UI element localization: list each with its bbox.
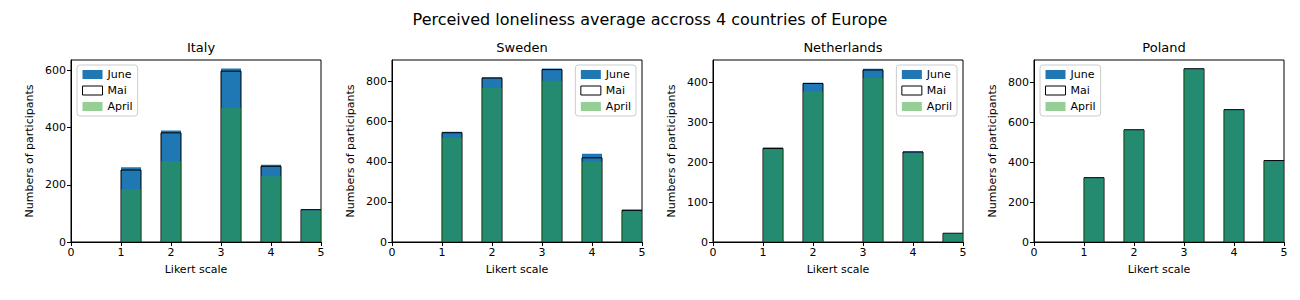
svg-text:3: 3 bbox=[539, 246, 546, 259]
svg-text:Perceived loneliness average a: Perceived loneliness average accross 4 c… bbox=[413, 10, 888, 29]
svg-text:4: 4 bbox=[1231, 246, 1238, 259]
svg-text:1: 1 bbox=[1081, 246, 1088, 259]
svg-text:June: June bbox=[1070, 68, 1095, 81]
svg-text:0: 0 bbox=[710, 246, 717, 259]
svg-text:800: 800 bbox=[366, 75, 387, 88]
svg-text:Mai: Mai bbox=[1071, 84, 1090, 97]
svg-text:Numbers of participants: Numbers of participants bbox=[986, 84, 999, 217]
svg-text:April: April bbox=[1071, 100, 1096, 113]
svg-text:600: 600 bbox=[1008, 116, 1029, 129]
svg-text:200: 200 bbox=[687, 156, 708, 169]
svg-text:Poland: Poland bbox=[1142, 40, 1185, 55]
svg-text:400: 400 bbox=[45, 121, 66, 134]
svg-text:0: 0 bbox=[1031, 246, 1038, 259]
svg-text:April: April bbox=[606, 100, 631, 113]
svg-text:400: 400 bbox=[687, 76, 708, 89]
svg-text:2: 2 bbox=[168, 246, 175, 259]
svg-text:0: 0 bbox=[389, 246, 396, 259]
svg-text:April: April bbox=[108, 100, 133, 113]
svg-text:Netherlands: Netherlands bbox=[803, 40, 882, 55]
svg-text:4: 4 bbox=[910, 246, 917, 259]
svg-text:200: 200 bbox=[1008, 196, 1029, 209]
svg-text:4: 4 bbox=[589, 246, 596, 259]
svg-text:3: 3 bbox=[1181, 246, 1188, 259]
svg-text:1: 1 bbox=[439, 246, 446, 259]
svg-text:3: 3 bbox=[860, 246, 867, 259]
svg-text:Numbers of participants: Numbers of participants bbox=[665, 84, 678, 217]
svg-text:5: 5 bbox=[639, 246, 646, 259]
svg-text:1: 1 bbox=[760, 246, 767, 259]
svg-text:Numbers of participants: Numbers of participants bbox=[23, 84, 36, 217]
svg-text:0: 0 bbox=[380, 236, 387, 249]
svg-text:0: 0 bbox=[701, 236, 708, 249]
svg-text:June: June bbox=[605, 68, 630, 81]
svg-text:5: 5 bbox=[1281, 246, 1288, 259]
svg-text:Mai: Mai bbox=[108, 84, 127, 97]
svg-text:Likert scale: Likert scale bbox=[486, 263, 549, 276]
svg-text:0: 0 bbox=[1022, 236, 1029, 249]
svg-text:1: 1 bbox=[118, 246, 125, 259]
svg-text:2: 2 bbox=[810, 246, 817, 259]
svg-text:3: 3 bbox=[218, 246, 225, 259]
svg-text:Italy: Italy bbox=[187, 40, 216, 55]
svg-text:4: 4 bbox=[268, 246, 275, 259]
svg-text:2: 2 bbox=[1131, 246, 1138, 259]
svg-text:200: 200 bbox=[366, 195, 387, 208]
svg-text:600: 600 bbox=[45, 64, 66, 77]
svg-text:June: June bbox=[926, 68, 951, 81]
svg-text:April: April bbox=[927, 100, 952, 113]
svg-text:June: June bbox=[107, 68, 132, 81]
svg-text:800: 800 bbox=[1008, 76, 1029, 89]
svg-text:Likert scale: Likert scale bbox=[165, 263, 228, 276]
svg-text:0: 0 bbox=[59, 236, 66, 249]
svg-text:600: 600 bbox=[366, 115, 387, 128]
svg-text:Likert scale: Likert scale bbox=[807, 263, 870, 276]
svg-text:Mai: Mai bbox=[927, 84, 946, 97]
svg-text:Sweden: Sweden bbox=[496, 40, 547, 55]
svg-text:Numbers of participants: Numbers of participants bbox=[344, 84, 357, 217]
svg-text:2: 2 bbox=[489, 246, 496, 259]
svg-text:300: 300 bbox=[687, 116, 708, 129]
svg-text:0: 0 bbox=[68, 246, 75, 259]
svg-text:400: 400 bbox=[1008, 156, 1029, 169]
svg-text:200: 200 bbox=[45, 178, 66, 191]
svg-text:Mai: Mai bbox=[606, 84, 625, 97]
svg-text:5: 5 bbox=[318, 246, 325, 259]
svg-text:Likert scale: Likert scale bbox=[1128, 263, 1191, 276]
svg-text:5: 5 bbox=[960, 246, 967, 259]
svg-text:400: 400 bbox=[366, 155, 387, 168]
svg-text:100: 100 bbox=[687, 196, 708, 209]
